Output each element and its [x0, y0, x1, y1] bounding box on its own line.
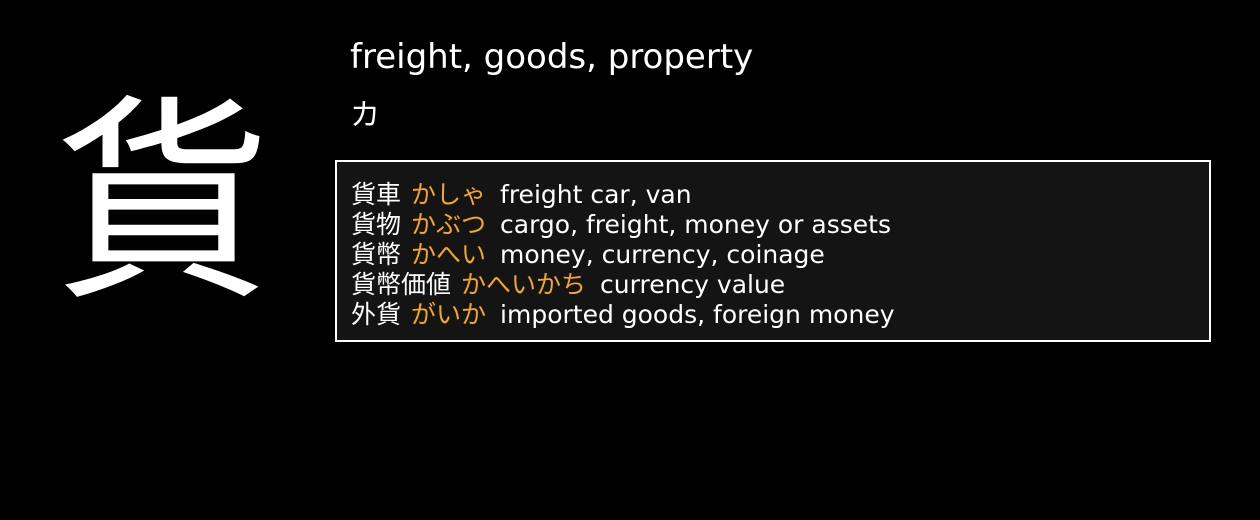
vocabulary-item: 貨物 かぶつ cargo, freight, money or assets [351, 210, 1209, 240]
vocabulary-item: 貨幣 かへい money, currency, coinage [351, 240, 1209, 270]
vocabulary-kana: かしゃ [411, 180, 487, 209]
vocabulary-gloss: freight car, van [500, 180, 692, 209]
vocabulary-word: 貨物 [351, 210, 402, 239]
vocabulary-item: 貨車 かしゃ freight car, van [351, 180, 1209, 210]
vocabulary-word: 貨車 [351, 180, 402, 209]
vocabulary-word: 外貨 [351, 300, 402, 329]
vocabulary-gloss: currency value [600, 270, 786, 299]
kanji-reading: カ [350, 98, 380, 133]
vocabulary-gloss: imported goods, foreign money [500, 300, 895, 329]
vocabulary-box: 貨車 かしゃ freight car, van 貨物 かぶつ cargo, freigh… [335, 160, 1211, 342]
vocabulary-item: 外貨 がいか imported goods, foreign money [351, 300, 1209, 330]
vocabulary-kana: かへい [411, 240, 487, 269]
vocabulary-kana: かぶつ [411, 210, 487, 239]
vocabulary-word: 貨幣価値 [351, 270, 452, 299]
kanji-character: 貨 [53, 78, 271, 331]
vocabulary-gloss: money, currency, coinage [500, 240, 825, 269]
vocabulary-word: 貨幣 [351, 240, 402, 269]
vocabulary-list: 貨車 かしゃ freight car, van 貨物 かぶつ cargo, freigh… [337, 162, 1209, 330]
kanji-meaning: freight, goods, property [350, 37, 754, 77]
vocabulary-kana: かへいかち [461, 270, 587, 299]
vocabulary-item: 貨幣価値 かへいかち currency value [351, 270, 1209, 300]
vocabulary-gloss: cargo, freight, money or assets [500, 210, 891, 239]
vocabulary-kana: がいか [411, 300, 487, 329]
